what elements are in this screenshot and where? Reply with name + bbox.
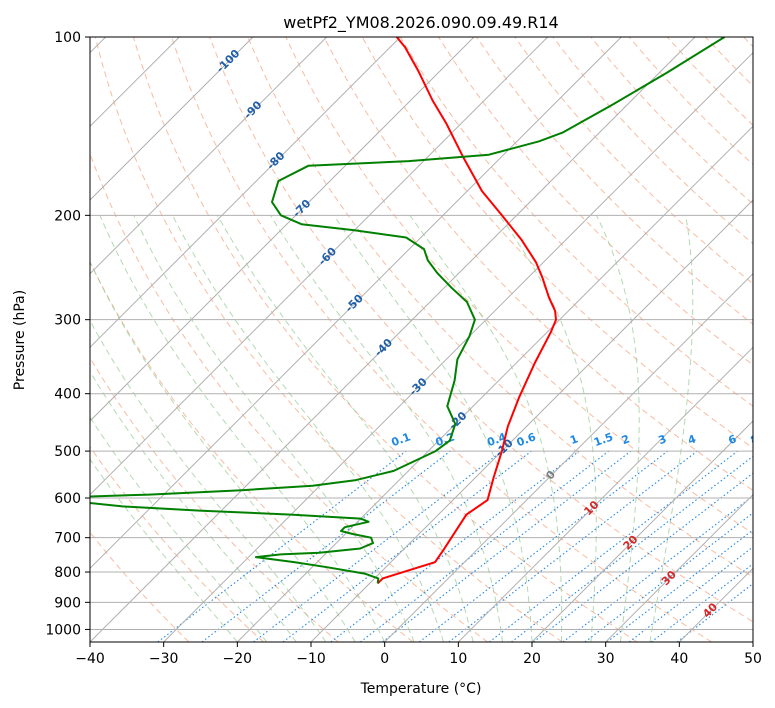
mixing-ratio-label: 0.6 xyxy=(515,430,538,449)
x-tick-label: −10 xyxy=(296,651,326,667)
dry-adiabat-line xyxy=(132,37,638,642)
mixing-ratio-line xyxy=(448,450,698,642)
moist-adiabat-line xyxy=(133,215,415,642)
sounding-series xyxy=(90,37,726,585)
moist-adiabat-line xyxy=(90,458,238,642)
mixing-ratio-label: 4 xyxy=(686,432,698,447)
x-tick-label: 10 xyxy=(449,651,467,667)
dry-adiabat-line xyxy=(476,37,753,325)
mixing-ratio-line xyxy=(157,450,407,642)
y-tick-label: 900 xyxy=(54,595,81,611)
moist-adiabat-line xyxy=(217,215,474,642)
isotherm-grid-line xyxy=(236,125,753,642)
mixing-ratio-line xyxy=(606,529,753,642)
y-tick-label: 200 xyxy=(54,208,81,224)
mixing-ratio-label: 3 xyxy=(657,432,669,447)
isotherm-grid-line xyxy=(310,199,753,642)
moist-adiabat-line xyxy=(172,215,445,642)
x-tick-label: −20 xyxy=(223,651,253,667)
isotherm-grid-line xyxy=(531,420,753,642)
y-axis-ticks: 100 200 300 400 500 600 700 800 900 1000 xyxy=(45,30,90,638)
y-tick-label: 1000 xyxy=(45,622,81,638)
x-tick-label: 50 xyxy=(744,651,762,667)
mixing-ratio-label: 1.5 xyxy=(592,430,615,449)
y-tick-label: 800 xyxy=(54,565,81,581)
isotherm-grid-line xyxy=(90,37,475,422)
x-tick-label: −30 xyxy=(149,651,179,667)
isotherm-grid-line xyxy=(605,493,753,642)
plot-frame xyxy=(89,36,754,643)
mixing-ratio-line xyxy=(628,546,753,642)
isotherm-grid-line xyxy=(90,37,254,201)
y-tick-label: 300 xyxy=(54,313,81,329)
moist-adiabat-line xyxy=(99,215,386,642)
grid-lines xyxy=(90,37,753,642)
mixing-ratio-line xyxy=(511,455,753,642)
mixing-ratio-line xyxy=(418,450,668,642)
moist-adiabat-line xyxy=(90,319,327,642)
isotherm-grid-line xyxy=(163,51,753,642)
mixing-ratio-line xyxy=(562,495,753,642)
isotherm-grid-line xyxy=(90,37,401,349)
x-tick-label: 0 xyxy=(380,651,389,667)
mixing-ratio-label: 2 xyxy=(620,432,632,447)
y-tick-label: 500 xyxy=(54,444,81,460)
mixing-ratio-label: 6 xyxy=(727,432,739,447)
chart-title: wetPf2_YM08.2026.090.09.49.R14 xyxy=(283,13,558,33)
x-axis-title: Temperature (°C) xyxy=(360,681,482,697)
x-tick-label: −40 xyxy=(75,651,105,667)
y-axis-title: Pressure (hPa) xyxy=(12,290,28,390)
mixing-ratio-line xyxy=(282,450,532,642)
isotherm-grid-line xyxy=(90,37,696,642)
x-tick-label: 20 xyxy=(523,651,541,667)
dry-adiabat-line xyxy=(209,37,753,623)
y-tick-label: 100 xyxy=(54,30,81,46)
moist-adiabat-line xyxy=(499,215,597,642)
dry-adiabat-line xyxy=(247,37,753,578)
temperature-profile-line xyxy=(376,37,557,585)
isotherm-grid-line xyxy=(90,37,549,496)
mixing-ratio-line xyxy=(253,450,503,642)
isotherm-grid-line xyxy=(384,272,753,642)
mixing-ratio-label: 1 xyxy=(568,432,580,447)
dry-adiabat-line xyxy=(90,356,339,642)
moist-adiabat-line xyxy=(409,215,563,642)
dry-adiabat-line xyxy=(285,37,753,535)
mixing-ratio-label: 0.1 xyxy=(390,430,413,449)
y-tick-label: 600 xyxy=(54,491,81,507)
dry-adiabat-line xyxy=(90,446,264,642)
moist-adiabat-line xyxy=(270,215,503,642)
dry-adiabat-line xyxy=(514,37,753,285)
isotherm-grid-line xyxy=(90,37,622,570)
moist-adiabat-line xyxy=(333,215,533,642)
isotherm-grid-line xyxy=(457,346,753,642)
moist-adiabat-line xyxy=(90,370,297,642)
y-tick-label: 700 xyxy=(54,531,81,547)
isotherm-grid-line xyxy=(90,37,328,275)
y-tick-label: 400 xyxy=(54,387,81,403)
dewpoint-profile-line xyxy=(90,37,726,584)
dry-adiabat-line xyxy=(94,37,563,642)
moist-adiabat-line xyxy=(649,215,694,642)
mixing-ratio-line xyxy=(584,512,753,642)
moist-adiabat-line xyxy=(596,215,640,642)
dry-adiabat-line xyxy=(323,37,753,491)
mixing-ratio-labels: 0.10.20.40.611.52346810131620253036 xyxy=(390,430,761,449)
mixing-ratio-label: 8 xyxy=(749,432,761,447)
mixing-ratio-line xyxy=(533,472,753,642)
x-tick-label: 30 xyxy=(597,651,615,667)
mixing-ratio-line xyxy=(488,450,738,642)
mixing-ratio-line xyxy=(360,450,610,642)
x-tick-label: 40 xyxy=(670,651,688,667)
dry-adiabat-line xyxy=(171,37,712,642)
x-axis-ticks: −40 −30 −20 −10 0 10 20 30 40 50 xyxy=(75,642,762,667)
mixing-ratio-line xyxy=(382,450,632,642)
